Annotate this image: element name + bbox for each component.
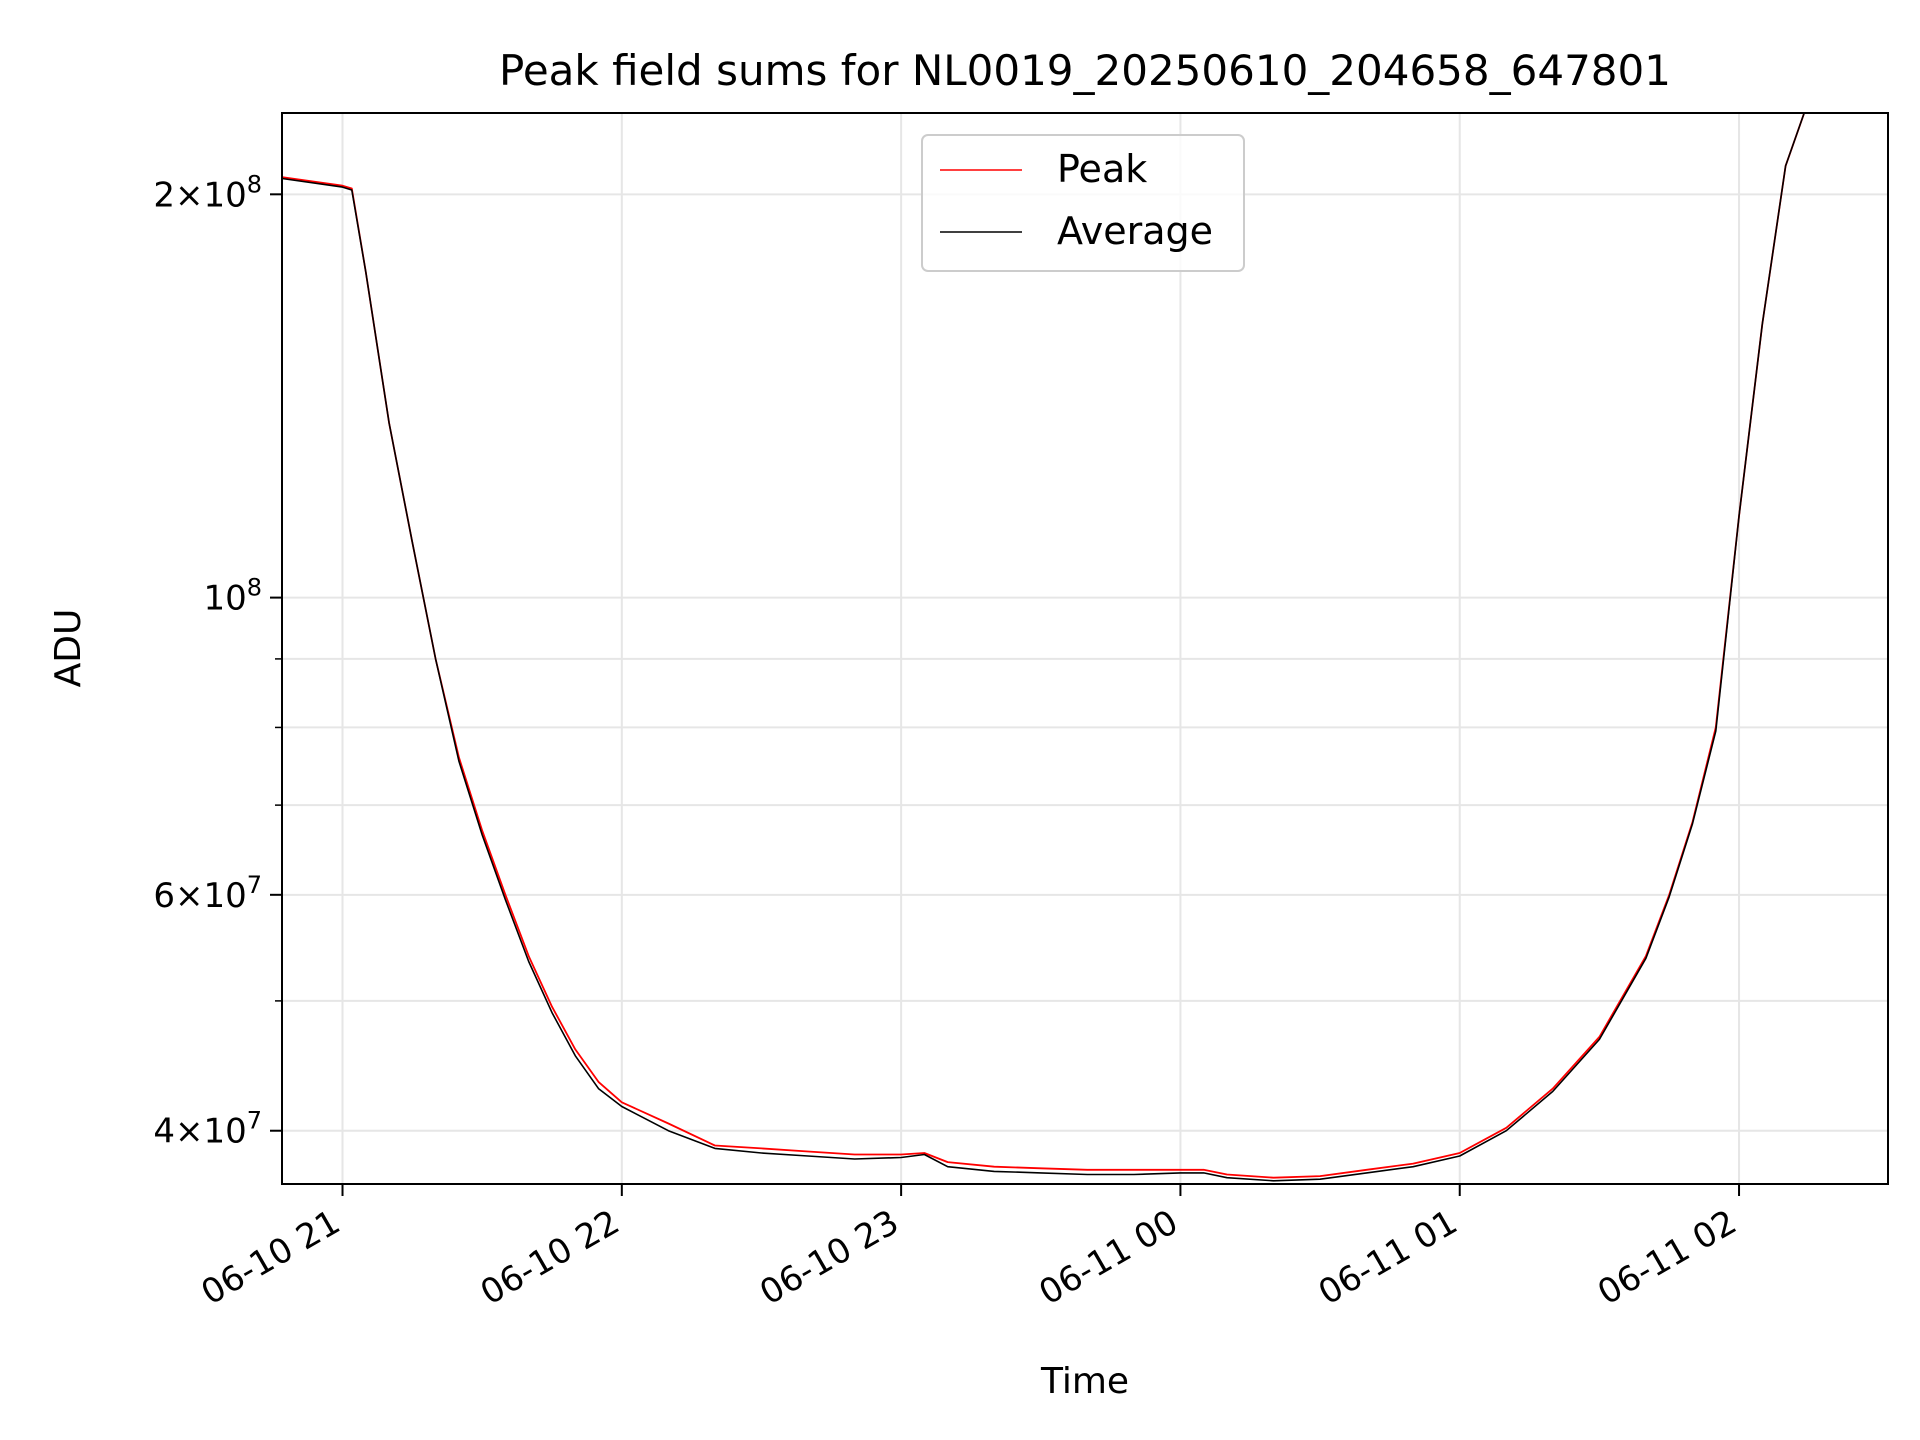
y-axis-ticks: 4×107 6×107 108 2×108 [153, 170, 282, 1152]
x-axis-label: Time [1040, 1361, 1129, 1402]
legend-box [921, 134, 1245, 272]
series-line-peak [282, 113, 1806, 1179]
y-tick-label: 108 [203, 574, 262, 619]
legend-label-peak: Peak [1057, 147, 1147, 191]
chart-title: Peak field sums for NL0019_20250610_2046… [499, 46, 1671, 95]
axes-frame [281, 112, 1889, 1185]
y-axis-label: ADU [48, 609, 89, 688]
y-tick-label: 4×107 [153, 1107, 262, 1152]
plot-lines [282, 113, 1806, 1182]
legend-label-average: Average [1057, 209, 1213, 253]
y-tick-label: 2×108 [153, 170, 262, 215]
series-line-average [282, 113, 1805, 1182]
legend: Peak Average [921, 134, 1245, 272]
gridlines [282, 113, 1888, 1184]
y-tick-label: 6×107 [153, 871, 262, 916]
